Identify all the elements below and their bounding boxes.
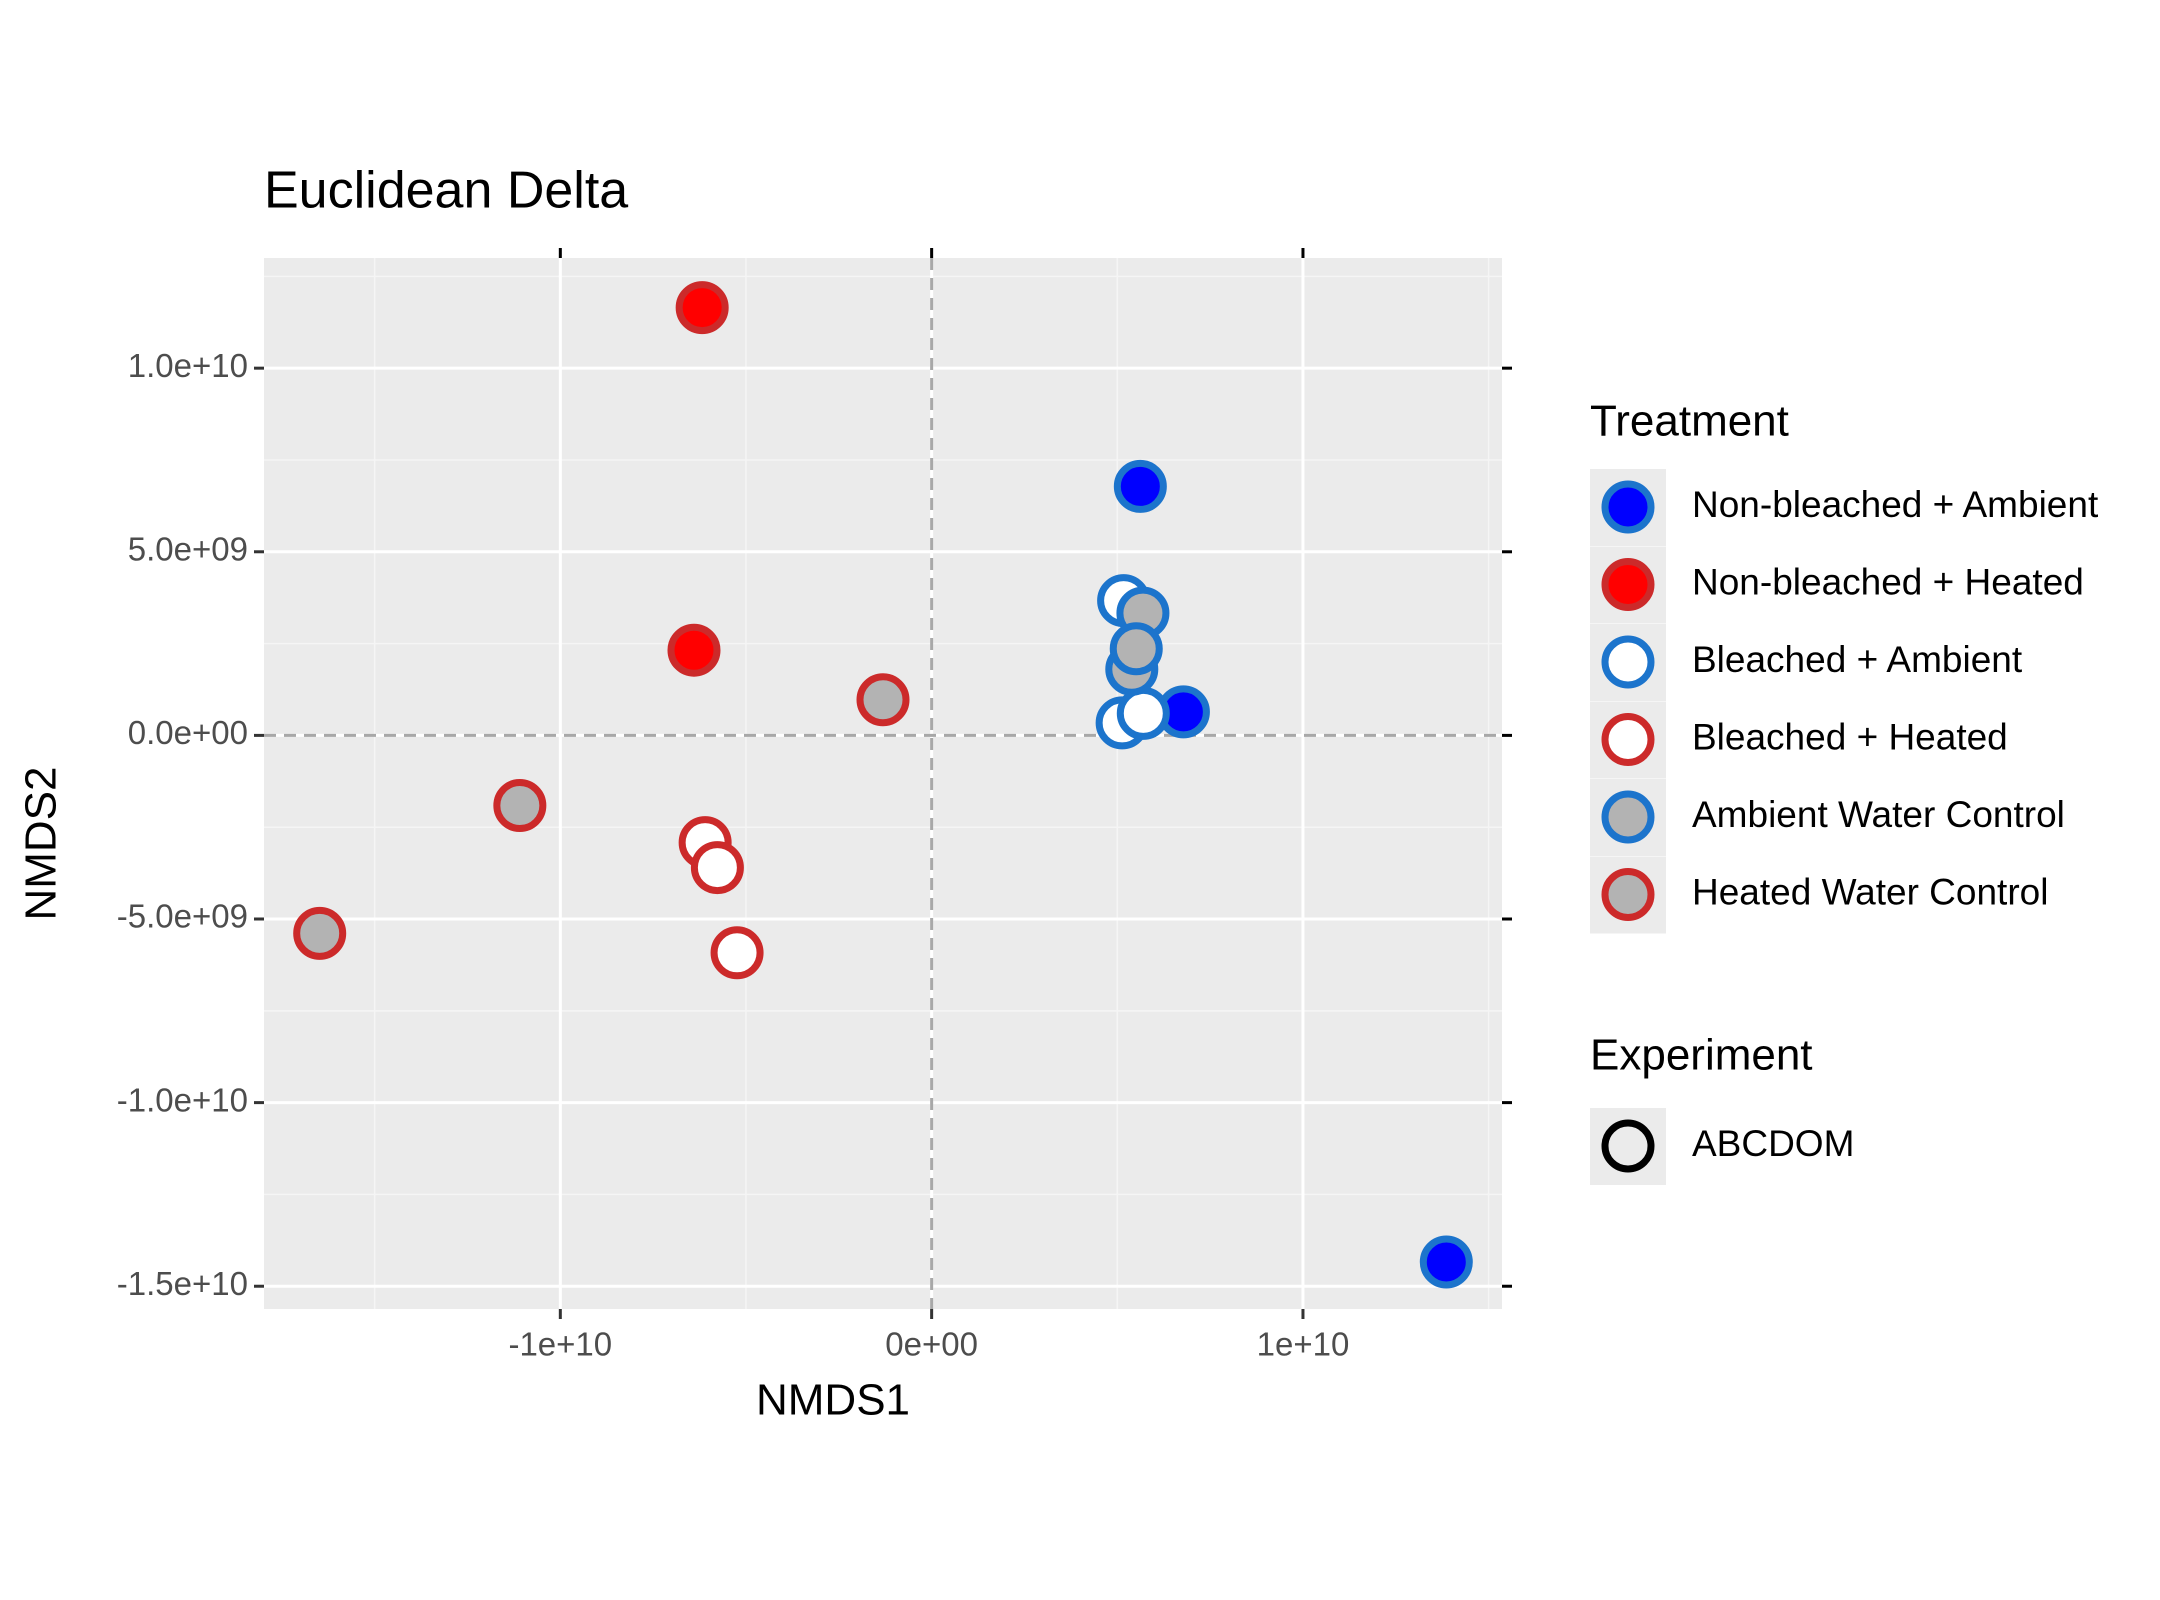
legend-swatch (1601, 868, 1655, 921)
point (1116, 686, 1170, 740)
legend-label: Non-bleached + Heated (1692, 561, 2084, 602)
point (690, 841, 744, 895)
y-tick-label: -1.0e+10 (117, 1081, 248, 1118)
legend-label: Bleached + Heated (1692, 716, 2008, 757)
y-tick-label: 1.0e+10 (128, 347, 248, 384)
chart-title: Euclidean Delta (264, 162, 628, 220)
legend-title: Experiment (1590, 1031, 1813, 1080)
point (856, 673, 910, 727)
legend-swatch (1601, 713, 1655, 766)
point (1419, 1235, 1473, 1289)
legend-title: Treatment (1590, 397, 1789, 446)
legend-label: Bleached + Ambient (1692, 639, 2023, 680)
point (675, 281, 729, 335)
legend-label: ABCDOM (1692, 1123, 1854, 1164)
y-tick-label: -1.5e+10 (117, 1265, 248, 1302)
legend-label: Heated Water Control (1692, 871, 2048, 912)
legend-label: Non-bleached + Ambient (1692, 484, 2099, 525)
legend-swatch (1601, 480, 1655, 534)
legend-swatch (1601, 1119, 1655, 1173)
legend-label: Ambient Water Control (1692, 794, 2065, 835)
y-axis-title: NMDS2 (17, 766, 66, 920)
point (667, 623, 721, 677)
plot-background (264, 258, 1502, 1309)
y-tick-label: 0.0e+00 (128, 714, 248, 751)
point (493, 779, 547, 833)
x-axis-title: NMDS1 (756, 1376, 910, 1425)
point (293, 906, 347, 960)
legend-swatch (1601, 635, 1655, 689)
point (1109, 622, 1163, 676)
y-tick-label: -5.0e+09 (117, 898, 248, 935)
legend-swatch (1601, 558, 1655, 611)
x-tick-label: 1e+10 (1257, 1326, 1350, 1363)
x-tick-label: -1e+10 (508, 1326, 612, 1363)
point (710, 926, 764, 980)
legend-swatch (1601, 790, 1655, 844)
point (1113, 459, 1167, 513)
y-tick-label: 5.0e+09 (128, 530, 248, 567)
x-tick-label: 0e+00 (885, 1326, 978, 1363)
